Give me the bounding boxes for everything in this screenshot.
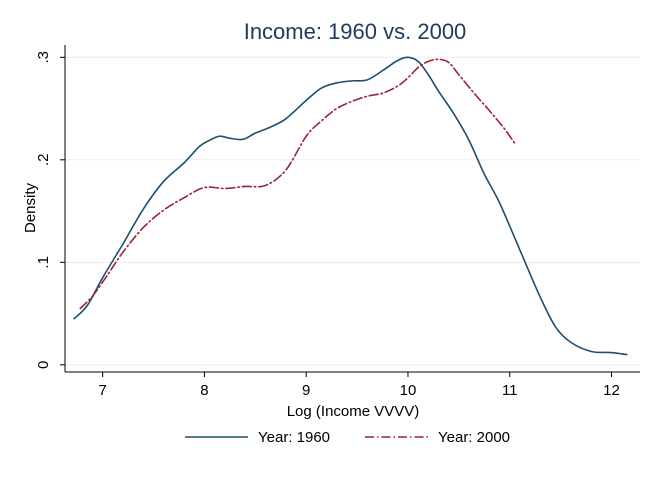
gridlines	[65, 56, 640, 366]
y-axis-ticks: 0 .1 .2 .3	[35, 51, 65, 369]
x-axis-label: Log (Income VVVV)	[287, 403, 420, 420]
x-tick-label: 8	[200, 382, 208, 399]
x-tick-label: 9	[302, 382, 310, 399]
series-line-1960	[73, 56, 628, 356]
legend: Year: 1960 Year: 2000	[185, 429, 510, 446]
series-line-2000	[79, 58, 516, 310]
y-tick-label: .1	[35, 256, 52, 269]
x-tick-label: 7	[98, 382, 106, 399]
x-axis-ticks: 7 8 9 10 11 12	[98, 372, 620, 399]
series-lines	[73, 56, 628, 356]
y-tick-label: 0	[35, 361, 52, 369]
x-tick-label: 10	[400, 382, 417, 399]
y-tick-label: .2	[35, 154, 52, 167]
x-tick-label: 11	[502, 382, 518, 399]
legend-label-0: Year: 1960	[258, 429, 330, 446]
y-tick-label: .3	[35, 51, 52, 64]
x-tick-label: 12	[603, 382, 620, 399]
y-axis-label: Density	[22, 182, 39, 233]
legend-label-1: Year: 2000	[438, 429, 510, 446]
chart-title: Income: 1960 vs. 2000	[244, 19, 467, 44]
